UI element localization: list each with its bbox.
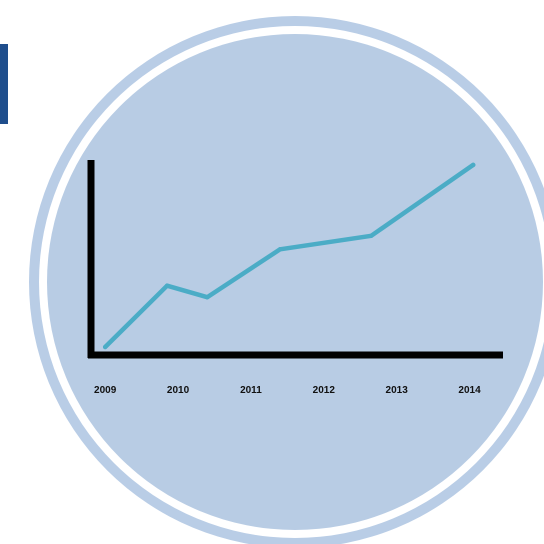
data-points (102, 162, 476, 350)
x-tick-labels: 2009 2010 2011 2012 2013 2014 (94, 385, 481, 396)
series-line-0 (102, 162, 476, 350)
x-tick-label: 2012 (313, 385, 336, 396)
x-tick-label: 2010 (167, 385, 190, 396)
x-tick-label: 2013 (386, 385, 409, 396)
data-point (204, 294, 210, 300)
data-point (164, 283, 170, 288)
left-accent-bar (0, 44, 8, 124)
data-point (102, 344, 108, 350)
data-point (277, 247, 283, 252)
x-tick-label: 2014 (458, 385, 481, 396)
data-point (471, 162, 476, 168)
x-tick-label: 2011 (240, 385, 262, 396)
inner-disc (47, 34, 543, 530)
axes (87, 160, 503, 359)
x-tick-label: 2009 (94, 385, 117, 396)
data-point (368, 233, 374, 239)
